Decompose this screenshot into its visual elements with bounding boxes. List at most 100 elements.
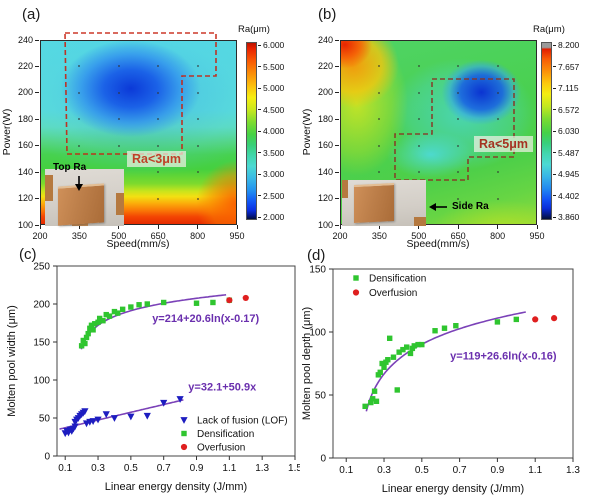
panel-b-inset-caption: Side Ra xyxy=(452,201,489,212)
x-tick xyxy=(418,225,420,229)
y-tick-label: 140 xyxy=(317,166,333,177)
grid-dot xyxy=(78,144,81,147)
colorbar-tick xyxy=(258,195,261,196)
grid-dot xyxy=(496,118,499,121)
x-tick xyxy=(236,225,238,229)
grid-dot xyxy=(117,118,120,121)
colorbar-tick xyxy=(553,66,556,67)
svg-text:200: 200 xyxy=(33,300,50,311)
panel-b-x-axis-title: Speed(mm/s) xyxy=(406,238,470,250)
y-tick xyxy=(335,224,339,226)
x-tick xyxy=(118,225,120,229)
svg-text:50: 50 xyxy=(39,414,51,425)
legend-entry: Overfusion xyxy=(180,443,245,454)
panel-c-letter: (c) xyxy=(19,246,37,263)
y-tick-label: 240 xyxy=(317,34,333,45)
svg-text:150: 150 xyxy=(309,265,326,276)
svg-text:250: 250 xyxy=(33,262,50,273)
sample-fragment xyxy=(414,217,426,226)
legend-entry: Densification xyxy=(353,274,426,285)
y-tick xyxy=(35,65,39,67)
svg-text:0.5: 0.5 xyxy=(124,463,138,474)
chart-molten-pool-depth: 0.1 0.3 0.5 0.7 0.9 1.1 1.3 0 50 100 150 Linear ene… xyxy=(301,265,580,496)
colorbar-tick-label: 3.860 xyxy=(558,212,580,222)
grid-dot xyxy=(196,65,199,68)
svg-text:0: 0 xyxy=(44,452,50,463)
panel-b-colorbar-title: Ra(μm) xyxy=(533,24,565,35)
sample-fragment xyxy=(45,175,53,201)
y-tick xyxy=(35,39,39,41)
x-tick-label: 200 xyxy=(32,231,48,241)
y-tick xyxy=(35,171,39,173)
colorbar-tick xyxy=(553,216,556,218)
x-tick xyxy=(536,225,538,229)
y-tick xyxy=(35,92,39,94)
grid-dot xyxy=(157,197,160,200)
svg-text:Lack of fusion (LOF): Lack of fusion (LOF) xyxy=(197,416,288,427)
x-tick-label: 650 xyxy=(450,231,466,241)
colorbar-tick-label: 7.115 xyxy=(558,83,579,93)
x-tick-label: 200 xyxy=(332,231,348,241)
svg-text:1.1: 1.1 xyxy=(528,465,542,476)
fit-equation-label: y=32.1+50.9x xyxy=(188,382,257,394)
grid-dot xyxy=(378,91,381,94)
y-tick-label: 200 xyxy=(317,87,333,98)
svg-text:1.3: 1.3 xyxy=(255,463,269,474)
grid-dot xyxy=(78,91,81,94)
grid-dot xyxy=(196,91,199,94)
colorbar-tick xyxy=(553,44,556,46)
y-tick-label: 240 xyxy=(17,34,33,45)
y-tick xyxy=(35,198,39,200)
svg-text:0.3: 0.3 xyxy=(377,465,391,476)
svg-text:Overfusion: Overfusion xyxy=(197,443,245,454)
x-tick-label: 500 xyxy=(411,231,427,241)
x-axis-title: Linear energy density (J/mm) xyxy=(105,481,247,493)
svg-text:0.1: 0.1 xyxy=(58,463,72,474)
grid-dot xyxy=(117,91,120,94)
panel-a-inset-caption: Top Ra xyxy=(53,162,87,173)
grid-dot xyxy=(496,91,499,94)
colorbar-tick-label: 4.000 xyxy=(263,126,285,136)
panel-b-inset-photo xyxy=(342,180,426,226)
colorbar-tick-label: 5.500 xyxy=(263,61,285,72)
grid-dot xyxy=(457,171,460,174)
y-tick xyxy=(335,39,339,41)
colorbar-tick xyxy=(553,195,556,196)
colorbar-tick-label: 4.500 xyxy=(263,104,285,115)
grid-dot xyxy=(417,118,420,121)
panel-b-inset-caption-row: Side Ra xyxy=(429,201,489,212)
grid-dot xyxy=(417,171,420,174)
series-overfusion xyxy=(226,294,249,304)
y-tick xyxy=(35,118,39,120)
colorbar-tick xyxy=(258,152,261,153)
grid-dot xyxy=(196,171,199,174)
x-tick xyxy=(157,225,159,229)
grid-dot xyxy=(196,118,199,121)
fit-equation-label: y=119+26.6ln(x-0.16) xyxy=(450,351,557,363)
series-overfusion xyxy=(532,315,558,323)
y-tick xyxy=(335,65,339,67)
x-tick-label: 950 xyxy=(229,231,245,241)
colorbar-tick-label: 3.500 xyxy=(263,147,285,158)
svg-text:0.1: 0.1 xyxy=(339,465,353,476)
colorbar-tick-label: 7.657 xyxy=(558,61,580,72)
x-tick xyxy=(39,225,41,229)
grid-dot xyxy=(457,197,460,200)
x-tick xyxy=(339,225,341,229)
panel-a-roi-label: Ra<3μm xyxy=(127,151,186,167)
grid-dot xyxy=(496,144,499,147)
panel-b-colorbar xyxy=(541,42,552,220)
svg-text:Overfusion: Overfusion xyxy=(369,288,417,299)
y-tick xyxy=(335,118,339,120)
svg-text:100: 100 xyxy=(309,328,326,339)
y-tick-label: 220 xyxy=(17,60,33,71)
y-tick-label: 220 xyxy=(317,60,333,71)
y-tick xyxy=(35,145,39,147)
svg-text:0.3: 0.3 xyxy=(91,463,105,474)
svg-text:150: 150 xyxy=(33,338,50,349)
grid-dot xyxy=(457,91,460,94)
svg-text:100: 100 xyxy=(33,376,50,387)
panel-a-letter: (a) xyxy=(22,6,41,23)
y-tick-label: 140 xyxy=(17,166,33,177)
